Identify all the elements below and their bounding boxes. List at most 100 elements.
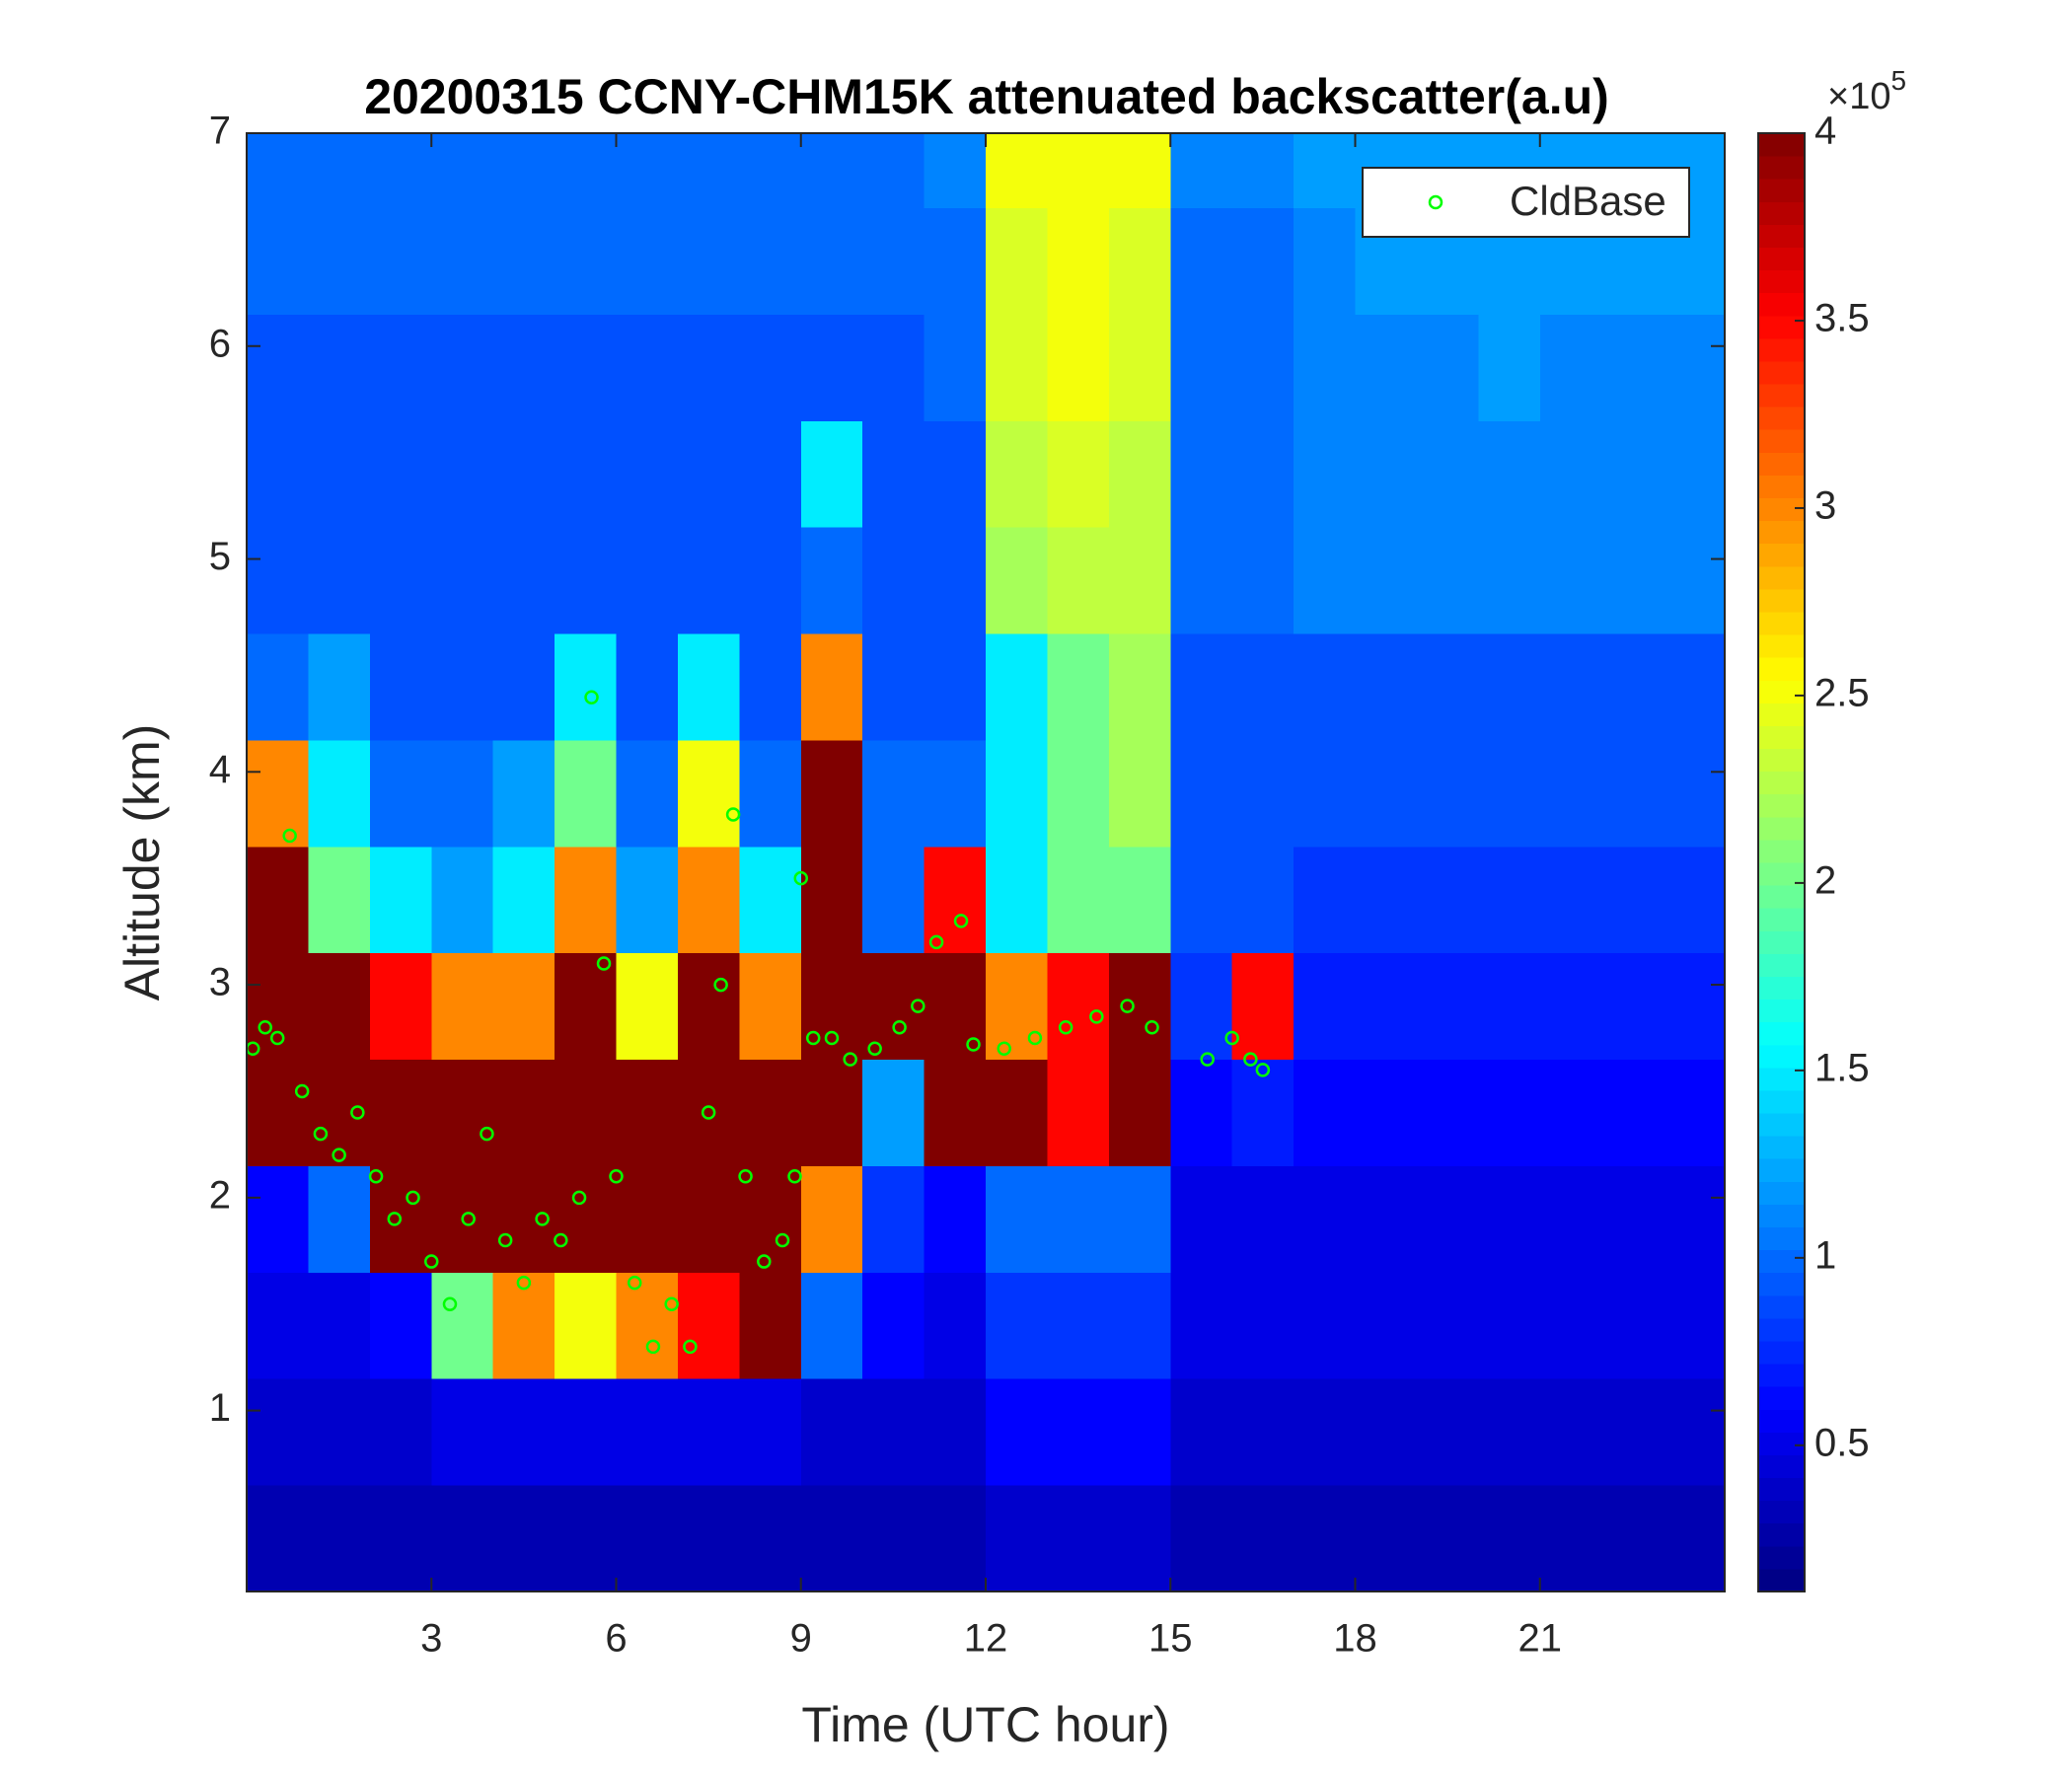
heat-cell bbox=[1231, 1059, 1295, 1166]
heat-cell bbox=[1355, 739, 1418, 848]
colorbar-band bbox=[1758, 1522, 1805, 1547]
heat-cell bbox=[1478, 846, 1541, 954]
heat-cell bbox=[986, 420, 1048, 528]
y-tick-label: 4 bbox=[209, 748, 231, 791]
colorbar-band bbox=[1758, 520, 1805, 545]
heat-cell bbox=[616, 527, 679, 634]
heat-cell bbox=[1478, 420, 1541, 528]
colorbar-band bbox=[1758, 1158, 1805, 1182]
heat-cell bbox=[616, 1165, 679, 1273]
heat-cell bbox=[616, 133, 679, 209]
heat-cell bbox=[1231, 633, 1295, 741]
colorbar-band bbox=[1758, 976, 1805, 1000]
heat-cell bbox=[492, 207, 555, 315]
heat-cell bbox=[924, 133, 987, 209]
heat-cell bbox=[247, 133, 309, 209]
heat-cell bbox=[308, 1272, 371, 1379]
heat-cell bbox=[1539, 1059, 1602, 1166]
heat-cell bbox=[1047, 420, 1110, 528]
colorbar-band bbox=[1758, 703, 1805, 726]
heat-cell bbox=[677, 633, 740, 741]
heat-cell bbox=[1601, 527, 1665, 634]
heat-cell bbox=[1294, 527, 1356, 634]
heat-cell bbox=[369, 1059, 432, 1166]
heat-cell bbox=[800, 1272, 863, 1379]
heat-cell bbox=[616, 633, 679, 741]
colorbar-band bbox=[1758, 1136, 1805, 1159]
colorbar-band bbox=[1758, 384, 1805, 407]
heat-cell bbox=[308, 420, 371, 528]
y-tick-label: 6 bbox=[209, 322, 231, 365]
colorbar-band bbox=[1758, 908, 1805, 931]
colorbar-band bbox=[1758, 816, 1805, 841]
heat-cell bbox=[555, 1165, 617, 1273]
heat-cell bbox=[677, 739, 740, 848]
x-tick-label: 15 bbox=[1148, 1617, 1193, 1661]
colorbar-band bbox=[1758, 1044, 1805, 1069]
cloud-base-point bbox=[713, 977, 728, 993]
heat-cell bbox=[924, 207, 987, 315]
heat-cell bbox=[800, 739, 863, 848]
heat-cell bbox=[1355, 1485, 1418, 1591]
heat-cell bbox=[1478, 1378, 1541, 1486]
colorbar-band bbox=[1758, 1500, 1805, 1524]
heat-cell bbox=[986, 207, 1048, 315]
heat-cell bbox=[247, 420, 309, 528]
cloud-base-point bbox=[350, 1105, 365, 1120]
heat-cell bbox=[431, 1272, 494, 1379]
colorbar-band bbox=[1758, 611, 1805, 635]
cloud-base-point bbox=[892, 1019, 907, 1035]
colorbar-band bbox=[1758, 1021, 1805, 1046]
heat-cell bbox=[1663, 633, 1725, 741]
heat-cell bbox=[1539, 527, 1602, 634]
heat-cell bbox=[369, 633, 432, 741]
heat-cell bbox=[1601, 314, 1665, 421]
heat-cell bbox=[247, 739, 309, 848]
heat-cell bbox=[431, 133, 494, 209]
cloud-base-point bbox=[269, 1030, 285, 1046]
heat-cell bbox=[431, 527, 494, 634]
colorbar-band bbox=[1758, 680, 1805, 703]
colorbar-band bbox=[1758, 475, 1805, 498]
cloud-base-point bbox=[928, 934, 944, 950]
heat-cell bbox=[1355, 846, 1418, 954]
heat-cell bbox=[308, 633, 371, 741]
cloud-base-point bbox=[596, 956, 612, 971]
heat-cell bbox=[1601, 1272, 1665, 1379]
heat-cell bbox=[986, 1059, 1048, 1166]
heat-cell bbox=[616, 207, 679, 315]
heat-cell bbox=[1170, 633, 1233, 741]
heat-cell bbox=[616, 1272, 679, 1379]
colorbar-band bbox=[1758, 565, 1805, 590]
heat-cell bbox=[492, 133, 555, 209]
colorbar-band bbox=[1758, 315, 1805, 339]
heat-cell bbox=[1601, 1378, 1665, 1486]
colorbar-band bbox=[1758, 1454, 1805, 1479]
heat-cell bbox=[247, 1059, 309, 1166]
heat-cell bbox=[1108, 314, 1171, 421]
cloud-base-point bbox=[442, 1296, 458, 1311]
heat-cell bbox=[1047, 207, 1110, 315]
heat-cell bbox=[369, 207, 432, 315]
heat-cell bbox=[1108, 1059, 1171, 1166]
cloud-base-point bbox=[664, 1296, 679, 1311]
heat-cell bbox=[308, 952, 371, 1061]
cloud-base-point bbox=[725, 807, 741, 822]
heat-cell bbox=[739, 207, 802, 315]
heat-cell bbox=[924, 1378, 987, 1486]
cloud-base-point bbox=[1200, 1052, 1215, 1067]
x-tick-label: 21 bbox=[1518, 1617, 1563, 1661]
heat-cell bbox=[800, 527, 863, 634]
heat-cell bbox=[431, 314, 494, 421]
heat-cell bbox=[800, 133, 863, 209]
heat-cell bbox=[1478, 1485, 1541, 1591]
colorbar-band bbox=[1758, 1317, 1805, 1342]
heat-cell bbox=[862, 846, 925, 954]
heat-cell bbox=[739, 1485, 802, 1591]
heat-cell bbox=[369, 527, 432, 634]
colorbar-multiplier: ×105 bbox=[1827, 65, 1906, 117]
heat-cell bbox=[308, 1165, 371, 1273]
colorbar-frame bbox=[1757, 132, 1806, 1592]
heat-cell bbox=[1170, 207, 1233, 315]
